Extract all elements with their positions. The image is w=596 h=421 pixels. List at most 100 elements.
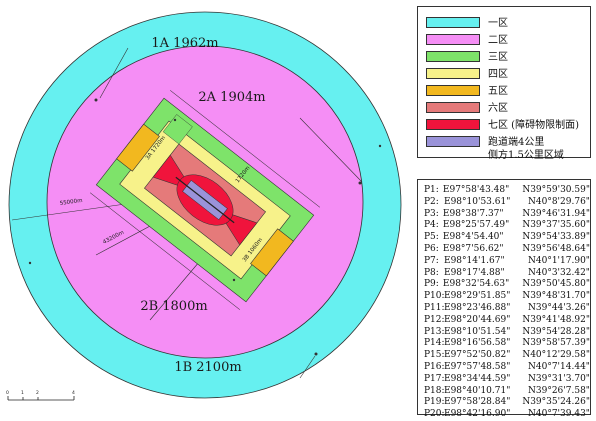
scale-bar: 0 1 2 4 [6, 390, 75, 401]
coordinate-row: P12: E98°20'44.69" N39°41'48.92" [424, 315, 590, 327]
coordinate-id: P20: [424, 409, 445, 420]
coordinate-id: P12: [424, 314, 445, 325]
legend-item: 跑道端4公里 侧方1.5公里区域 [426, 136, 564, 162]
legend-swatch-zone7 [426, 119, 480, 130]
coordinate-id: P6: [424, 243, 439, 254]
coordinate-longitude: E97°57'48.58" [444, 361, 511, 372]
zone-2a-label: 2A 1904m [198, 90, 265, 105]
coordinate-longitude: E98°16'56.58" [444, 338, 511, 349]
zone-1b-label: 1B 2100m [174, 360, 241, 375]
coordinate-row: P15: E97°52'50.82" N40°12'29.58" [424, 350, 590, 362]
coordinate-row: P11: E98°23'46.88" N39°44'3.26" [424, 303, 590, 315]
zone-3-corner [162, 114, 193, 145]
runway-zones [89, 90, 321, 310]
coordinate-row: P10: E98°29'51.85" N39°48'31.70" [424, 291, 590, 303]
legend-swatch-zone2 [426, 34, 480, 45]
coordinate-latitude: N40°7'14.44" [528, 361, 590, 372]
legend-swatch-zone5 [426, 85, 480, 96]
coordinate-id: P17: [424, 373, 445, 384]
legend-item: 四区 [426, 68, 508, 81]
dim-bottom [89, 192, 240, 310]
coordinate-latitude: N39°26'7.58" [528, 385, 590, 396]
coordinate-latitude: N39°35'24.26" [522, 397, 590, 408]
coordinate-longitude: E98°7'56.62" [442, 243, 504, 254]
coordinate-id: P7: [424, 255, 439, 266]
coordinate-latitude: N39°59'30.59" [522, 185, 590, 195]
coordinate-id: P4: [424, 220, 439, 231]
legend-item: 六区 [426, 102, 508, 115]
zone-1a-radius [99, 47, 129, 99]
coordinate-longitude: E98°25'57.49" [442, 220, 510, 231]
scale-label-4: 4 [72, 390, 75, 396]
legend-panel: 一区 二区 三区 四区 五区 六区 七区 (障碍物限制面) 跑道端4公里 侧方1… [417, 6, 591, 161]
point-marker [173, 118, 177, 122]
zone-2b-label: 2B 1800m [140, 299, 207, 314]
zone-1a-label: 1A 1962m [151, 36, 218, 51]
point-marker [358, 181, 362, 185]
coordinate-longitude: E98°42'16.90" [444, 409, 511, 420]
coordinate-row: P5: E98°4'54.40" N39°54'33.89" [424, 232, 590, 244]
coordinate-id: P16: [424, 361, 445, 372]
dim-55000-label: 55000m [59, 198, 82, 207]
coordinate-longitude: E98°23'46.88" [444, 302, 511, 313]
coordinate-latitude: N39°46'31.94" [522, 208, 590, 219]
legend-label: 一区 [488, 18, 508, 29]
legend-label: 五区 [488, 86, 508, 97]
coordinate-longitude: E98°14'1.67" [444, 255, 505, 266]
coordinate-id: P13: [424, 326, 445, 337]
point-marker [232, 278, 236, 282]
coordinate-latitude: N39°41'48.92" [522, 314, 590, 325]
coordinate-id: P19: [424, 397, 445, 408]
zone-5-end-a [116, 123, 160, 172]
coordinate-row: P9: E98°32'54.63" N39°50'45.80" [424, 279, 590, 291]
coordinate-latitude: N39°31'3.70" [528, 373, 590, 384]
coordinate-longitude: E98°20'44.69" [444, 314, 511, 325]
coordinate-id: P10: [424, 291, 445, 302]
coordinate-id: P9: [424, 279, 439, 290]
legend-label: 三区 [488, 52, 508, 63]
coordinate-latitude: N40°1'17.90" [528, 255, 590, 266]
scale-label-1: 1 [21, 390, 24, 396]
coordinate-latitude: N39°44'3.26" [528, 302, 590, 313]
legend-item: 七区 (障碍物限制面) [426, 119, 579, 132]
coordinate-id: P3: [424, 208, 439, 219]
legend-label: 跑道端4公里 侧方1.5公里区域 [488, 137, 564, 161]
coordinate-longitude: E98°40'10.71" [444, 385, 511, 396]
coordinate-latitude: N39°37'35.60" [522, 220, 590, 231]
point-marker [28, 261, 32, 265]
coordinate-latitude: N39°48'31.70" [522, 291, 590, 302]
coordinate-latitude: N39°56'48.64" [522, 243, 590, 254]
coordinate-latitude: N39°54'28.28" [522, 326, 590, 337]
legend-item: 二区 [426, 34, 508, 47]
point-markers [28, 98, 382, 356]
coordinate-row: P18: E98°40'10.71" N39°26'7.58" [424, 386, 590, 398]
coordinate-id: P14: [424, 338, 445, 349]
coordinate-row: P2: E98°10'53.61" N40°8'29.76" [424, 197, 590, 209]
coordinate-id: P8: [424, 267, 439, 278]
coordinate-row: P1: E97°58'43.48" N39°59'30.59" [424, 185, 590, 197]
coordinate-longitude: E98°38'7.37" [442, 208, 504, 219]
coordinate-longitude: E98°10'53.61" [444, 196, 511, 207]
coordinate-row: P4: E98°25'57.49" N39°37'35.60" [424, 220, 590, 232]
point-marker [378, 144, 382, 148]
legend-label: 二区 [488, 35, 508, 46]
coordinate-row: P8: E98°17'4.88" N40°3'32.42" [424, 268, 590, 280]
coordinate-row: P16: E97°57'48.58" N40°7'14.44" [424, 362, 590, 374]
legend-item: 五区 [426, 85, 508, 98]
coordinate-longitude: E97°58'43.48" [442, 185, 510, 195]
zone-1b-radius [299, 355, 316, 379]
coordinate-id: P5: [424, 232, 439, 243]
legend-label: 六区 [488, 103, 508, 114]
coordinate-latitude: N40°8'29.76" [528, 196, 590, 207]
coordinate-row: P17: E98°34'44.59" N39°31'3.70" [424, 374, 590, 386]
coordinate-row: P14: E98°16'56.58" N39°58'57.39" [424, 338, 590, 350]
coordinate-row: P20: E98°42'16.90" N40°7'39.43" [424, 409, 590, 421]
runway-centerline [175, 176, 235, 224]
legend-swatch-zone4 [426, 68, 480, 79]
point-marker [314, 352, 318, 356]
legend-label: 四区 [488, 69, 508, 80]
coordinate-id: P2: [424, 196, 439, 207]
coordinate-longitude: E97°58'28.84" [444, 397, 511, 408]
coordinate-latitude: N39°50'45.80" [522, 279, 590, 290]
legend-label: 七区 (障碍物限制面) [488, 120, 579, 131]
